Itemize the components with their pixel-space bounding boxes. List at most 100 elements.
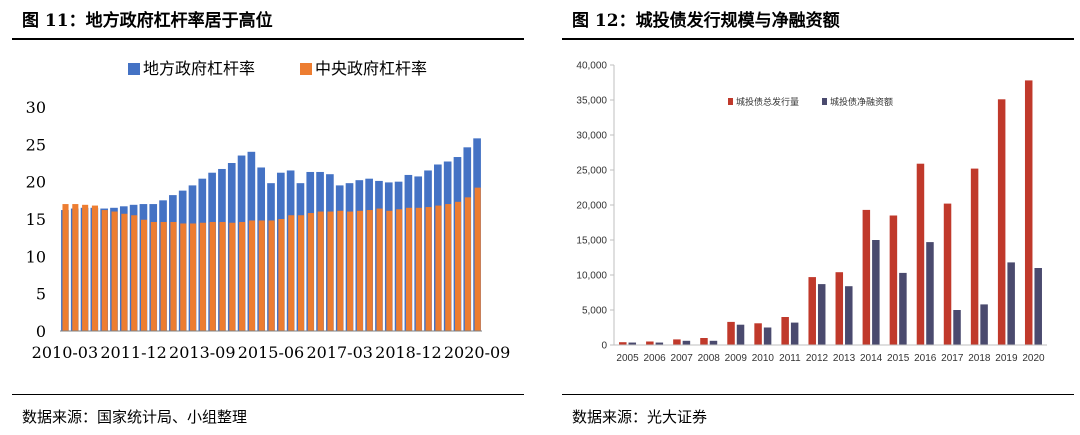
x-tick-label-2011-12: 2011-12 <box>100 343 166 362</box>
bar-central-2011-12 <box>131 215 138 331</box>
bar-net-2009 <box>736 324 745 345</box>
legend-swatch-1 <box>822 98 827 105</box>
bar-central-2018-09 <box>396 209 403 331</box>
bar-central-2019-09 <box>435 205 442 331</box>
legend-label-0: 城投债总发行量 <box>736 96 799 107</box>
bar-central-2014-03 <box>219 221 226 331</box>
x-tick-label-2014: 2014 <box>860 353 883 364</box>
bar-central-2014-12 <box>248 220 256 331</box>
y-tick-label: 5,000 <box>582 306 607 317</box>
y-tick-label: 10,000 <box>576 271 607 282</box>
x-tick-label-2013-09: 2013-09 <box>169 343 235 362</box>
x-tick-label-2008: 2008 <box>698 353 721 364</box>
legend: 地方政府杠杆率 中央政府杠杆率 <box>128 59 427 78</box>
bar-net-2007 <box>682 340 691 345</box>
bar-central-2020-03 <box>455 201 462 331</box>
x-tick-label-2016: 2016 <box>914 353 937 364</box>
figure-12-panel: 图 12：城投债发行规模与净融资额 0 5,000 10,000 15,000 20,0… <box>550 0 1080 435</box>
x-tick-label-2009: 2009 <box>725 353 748 364</box>
legend-swatch-0 <box>728 98 733 105</box>
y-tick-label: 5 <box>36 285 46 304</box>
legend-swatch-0 <box>128 63 140 75</box>
y-tick-label: 30,000 <box>576 131 607 142</box>
bar-central-2013-12 <box>209 221 216 331</box>
figure-11-panel: 图 11：地方政府杠杆率居于高位 地方政府杠杆率 中央政府杠杆率 0 5 10 15 20 2… <box>0 0 530 435</box>
bar-central-2013-03 <box>180 223 187 331</box>
bar-net-2011 <box>790 322 799 345</box>
x-tick-label-2015: 2015 <box>887 353 910 364</box>
bar-central-2019-12 <box>445 204 452 331</box>
bar-central-2016-06 <box>307 213 314 331</box>
bar-central-2018-06 <box>386 210 393 331</box>
figure-11-bottom-rule <box>12 394 524 395</box>
bar-net-2016 <box>926 242 934 345</box>
bar-issuance-2016 <box>916 163 925 345</box>
bar-central-2013-06 <box>190 223 197 331</box>
bar-issuance-2012 <box>808 277 816 345</box>
bar-central-2010-03 <box>62 204 69 331</box>
x-tick-label-2020-09: 2020-09 <box>444 343 510 362</box>
y-tick-label: 25,000 <box>576 166 607 177</box>
x-tick-label-2011: 2011 <box>779 353 801 364</box>
bar-central-2018-03 <box>376 208 383 331</box>
bar-issuance-2020 <box>1024 80 1033 346</box>
bar-central-2012-12 <box>170 221 177 331</box>
figure-11-source: 数据来源：国家统计局、小组整理 <box>22 408 248 426</box>
y-tick-label: 35,000 <box>576 96 607 107</box>
x-tick-label-2017: 2017 <box>941 353 964 364</box>
bar-central-2020-09 <box>474 187 481 331</box>
bar-issuance-2017 <box>943 203 952 345</box>
x-tick-label-2017-03: 2017-03 <box>306 343 372 362</box>
bar-issuance-2013 <box>835 272 844 345</box>
bar-issuance-2019 <box>997 99 1006 345</box>
bar-net-2005 <box>628 342 637 345</box>
bar-central-2014-09 <box>239 221 246 331</box>
bar-issuance-2005 <box>619 342 627 345</box>
figure-12-chart: 0 5,000 10,000 15,000 20,000 25,000 30,000 35,0… <box>576 61 1047 364</box>
figure-12-source: 数据来源：光大证券 <box>572 408 708 426</box>
bar-net-2006 <box>655 342 664 345</box>
bar-net-2018 <box>980 304 988 345</box>
bar-issuance-2014 <box>862 209 871 345</box>
x-tick-label-2015-06: 2015-06 <box>238 343 304 362</box>
legend-label-1: 城投债净融资额 <box>830 96 893 107</box>
bar-net-2012 <box>817 284 826 345</box>
x-tick-label-2018-12: 2018-12 <box>375 343 441 362</box>
bar-net-2019 <box>1007 262 1015 345</box>
bar-net-2014 <box>872 240 880 345</box>
y-tick-label: 10 <box>26 247 46 266</box>
x-tick-label-2020: 2020 <box>1022 353 1045 364</box>
y-tick-label: 0 <box>36 322 46 341</box>
x-tick-label-2018: 2018 <box>968 353 991 364</box>
bar-central-2016-03 <box>297 215 305 331</box>
bar-central-2020-06 <box>464 197 471 331</box>
y-tick-label: 15,000 <box>576 236 607 247</box>
bar-central-2010-09 <box>82 204 89 331</box>
y-tick-label: 20,000 <box>576 201 607 212</box>
bar-central-2017-03 <box>337 210 344 331</box>
y-tick-label: 20 <box>26 173 46 192</box>
bar-central-2018-12 <box>405 207 413 331</box>
bar-issuance-2007 <box>673 339 681 345</box>
figure-12-title: 图 12：城投债发行规模与净融资额 <box>572 11 840 31</box>
bar-central-2019-06 <box>425 207 432 331</box>
bar-net-2020 <box>1034 268 1042 345</box>
bar-net-2008 <box>709 340 718 345</box>
x-tick-label-2010: 2010 <box>752 353 775 364</box>
figure-12-top-rule <box>562 38 1074 40</box>
bar-issuance-2009 <box>727 321 735 345</box>
y-tick-label: 30 <box>26 98 46 117</box>
bar-central-2016-09 <box>317 211 324 331</box>
bar-central-2015-12 <box>288 215 295 331</box>
bar-central-2013-09 <box>199 222 206 331</box>
figure-11-top-rule <box>12 38 524 40</box>
x-tick-label-2005: 2005 <box>616 353 639 364</box>
bar-central-2012-06 <box>150 221 157 331</box>
x-tick-label-2013: 2013 <box>833 353 856 364</box>
bar-issuance-2010 <box>754 323 762 345</box>
legend: 城投债总发行量 城投债净融资额 <box>728 96 893 107</box>
bar-central-2015-06 <box>268 220 275 331</box>
bar-central-2019-03 <box>415 207 422 331</box>
x-tick-label-2019: 2019 <box>995 353 1018 364</box>
bar-central-2011-03 <box>101 210 108 331</box>
